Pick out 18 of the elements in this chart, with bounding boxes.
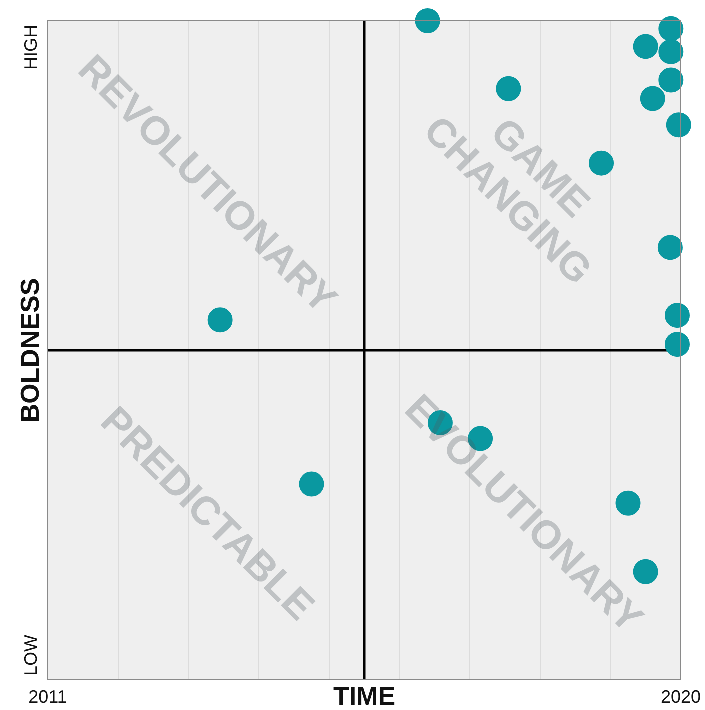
y-axis-title: BOLDNESS — [15, 278, 46, 423]
point — [658, 235, 683, 260]
x-tick-label: 2020 — [660, 686, 702, 707]
point — [664, 332, 690, 358]
point — [658, 39, 684, 64]
point — [664, 303, 690, 328]
x-axis-title: TIME — [333, 681, 396, 710]
point — [415, 8, 440, 34]
point — [640, 86, 666, 112]
point — [666, 112, 692, 138]
point — [658, 68, 684, 93]
x-tick-label: 2011 — [28, 686, 68, 707]
point — [208, 308, 233, 333]
point — [658, 16, 684, 42]
point — [633, 34, 658, 60]
text: LOW — [20, 634, 41, 676]
point — [496, 76, 522, 102]
text: HIGH — [20, 25, 41, 70]
